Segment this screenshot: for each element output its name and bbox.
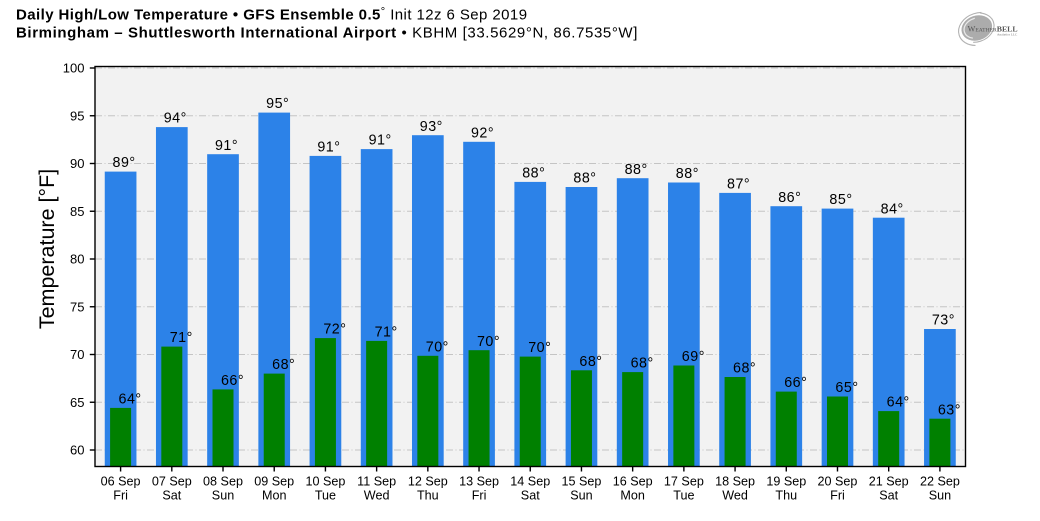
svg-text:71°: 71° — [170, 330, 193, 346]
svg-text:Mon: Mon — [620, 488, 645, 502]
svg-text:84°: 84° — [881, 201, 904, 217]
svg-text:68°: 68° — [733, 361, 756, 377]
svg-text:73°: 73° — [932, 313, 955, 329]
svg-text:Sat: Sat — [162, 488, 181, 502]
svg-text:80: 80 — [70, 252, 84, 267]
svg-text:Thu: Thu — [775, 488, 797, 502]
svg-text:70°: 70° — [477, 334, 500, 350]
svg-text:08 Sep: 08 Sep — [203, 474, 243, 488]
svg-text:100: 100 — [63, 61, 85, 76]
svg-text:13 Sep: 13 Sep — [459, 474, 499, 488]
svg-text:Sun: Sun — [929, 488, 951, 502]
svg-text:70: 70 — [70, 347, 84, 362]
svg-text:11 Sep: 11 Sep — [357, 474, 396, 488]
svg-text:75: 75 — [70, 299, 84, 314]
svg-text:69°: 69° — [682, 349, 705, 365]
svg-text:20 Sep: 20 Sep — [818, 474, 858, 488]
svg-text:Sat: Sat — [521, 488, 540, 502]
svg-text:88°: 88° — [573, 171, 596, 187]
svg-text:16 Sep: 16 Sep — [613, 474, 653, 488]
svg-text:85°: 85° — [829, 192, 852, 208]
svg-text:Temperature [°F]: Temperature [°F] — [35, 169, 59, 329]
svg-text:15 Sep: 15 Sep — [561, 474, 601, 488]
svg-text:91°: 91° — [215, 138, 238, 154]
svg-text:22 Sep: 22 Sep — [920, 474, 960, 488]
svg-text:21 Sep: 21 Sep — [869, 474, 909, 488]
svg-text:64°: 64° — [119, 392, 142, 408]
svg-text:Mon: Mon — [262, 488, 287, 502]
svg-text:72°: 72° — [323, 322, 346, 338]
svg-text:68°: 68° — [579, 354, 602, 370]
svg-text:WEATHERBELL: WEATHERBELL — [968, 25, 1018, 34]
svg-text:19 Sep: 19 Sep — [766, 474, 806, 488]
svg-text:60: 60 — [70, 443, 84, 458]
svg-text:Daily High/Low Temperature • G: Daily High/Low Temperature • GFS Ensembl… — [16, 6, 527, 24]
svg-text:Fri: Fri — [472, 488, 487, 502]
svg-text:Thu: Thu — [417, 488, 439, 502]
svg-text:70°: 70° — [426, 339, 449, 355]
svg-text:Tue: Tue — [315, 488, 336, 502]
svg-text:Birmingham – Shuttlesworth Int: Birmingham – Shuttlesworth International… — [16, 25, 638, 42]
svg-text:71°: 71° — [375, 325, 398, 341]
svg-text:94°: 94° — [164, 111, 187, 127]
svg-text:Sat: Sat — [879, 488, 898, 502]
svg-text:Analytics LLC: Analytics LLC — [997, 32, 1018, 36]
svg-text:18 Sep: 18 Sep — [715, 474, 755, 488]
svg-text:90: 90 — [70, 156, 84, 171]
svg-text:66°: 66° — [784, 375, 807, 391]
svg-text:Sun: Sun — [212, 488, 234, 502]
svg-text:88°: 88° — [522, 166, 545, 182]
svg-text:68°: 68° — [631, 356, 654, 372]
svg-text:92°: 92° — [471, 125, 494, 141]
svg-text:91°: 91° — [369, 133, 392, 149]
svg-text:95°: 95° — [266, 96, 289, 112]
svg-text:Wed: Wed — [722, 488, 748, 502]
svg-text:88°: 88° — [676, 166, 699, 182]
svg-text:14 Sep: 14 Sep — [510, 474, 550, 488]
svg-text:87°: 87° — [727, 177, 750, 193]
svg-text:Tue: Tue — [673, 488, 694, 502]
svg-text:12 Sep: 12 Sep — [408, 474, 448, 488]
svg-text:86°: 86° — [778, 190, 801, 206]
svg-text:91°: 91° — [317, 140, 340, 156]
svg-text:70°: 70° — [528, 340, 551, 356]
svg-text:66°: 66° — [221, 373, 244, 389]
svg-text:93°: 93° — [420, 119, 443, 135]
svg-text:64°: 64° — [887, 395, 910, 411]
svg-text:10 Sep: 10 Sep — [305, 474, 345, 488]
svg-text:06 Sep: 06 Sep — [101, 474, 141, 488]
svg-text:Wed: Wed — [364, 488, 390, 502]
svg-text:85: 85 — [70, 204, 84, 219]
svg-text:68°: 68° — [272, 357, 295, 373]
svg-text:Sun: Sun — [570, 488, 592, 502]
svg-text:Fri: Fri — [830, 488, 845, 502]
svg-text:89°: 89° — [113, 155, 136, 171]
svg-text:09 Sep: 09 Sep — [254, 474, 294, 488]
svg-text:65°: 65° — [835, 380, 858, 396]
svg-text:88°: 88° — [625, 162, 648, 178]
svg-text:07 Sep: 07 Sep — [152, 474, 192, 488]
svg-text:65: 65 — [70, 395, 84, 410]
svg-text:95: 95 — [70, 108, 84, 123]
svg-text:63°: 63° — [938, 402, 961, 418]
svg-text:17 Sep: 17 Sep — [664, 474, 704, 488]
svg-text:Fri: Fri — [113, 488, 128, 502]
